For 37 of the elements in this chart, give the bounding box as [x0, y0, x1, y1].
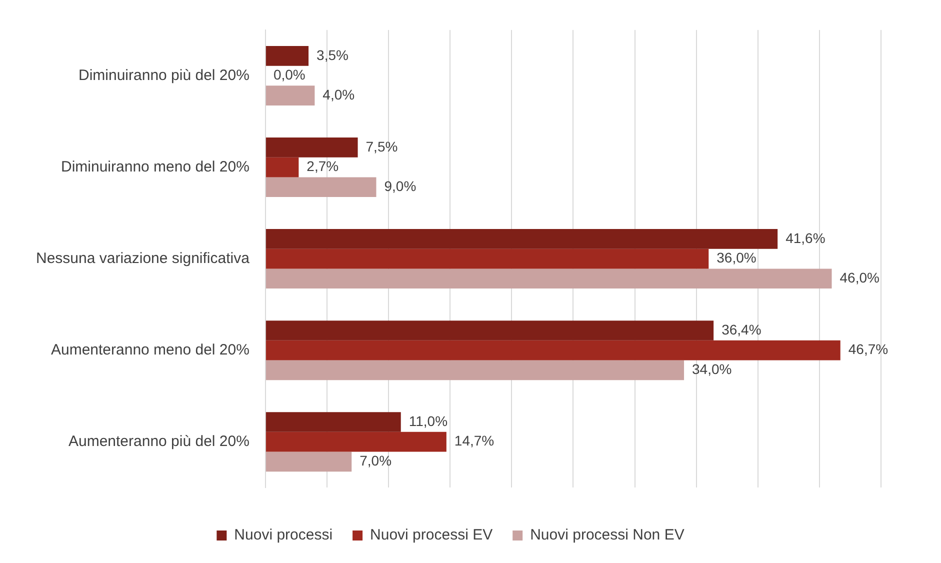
y-tick-label: Aumenteranno meno del 20% — [50, 341, 250, 358]
data-label: 41,6% — [786, 230, 826, 246]
legend-label: Nuovi processi Non EV — [530, 526, 684, 544]
bar — [266, 86, 315, 106]
legend-label: Nuovi processi EV — [370, 526, 493, 544]
bar — [266, 229, 778, 249]
bar — [266, 340, 840, 360]
data-label: 34,0% — [692, 361, 732, 378]
data-label: 36,4% — [722, 321, 762, 338]
bar — [266, 138, 358, 158]
data-label: 0,0% — [273, 66, 306, 83]
bar — [266, 46, 309, 66]
data-label: 46,7% — [848, 341, 888, 358]
data-label: 11,0% — [408, 412, 448, 429]
data-label: 46,0% — [840, 269, 880, 286]
bar — [266, 412, 401, 432]
legend-label: Nuovi processi — [234, 526, 333, 544]
data-label: 7,5% — [366, 138, 398, 154]
data-label: 36,0% — [716, 250, 756, 266]
bar — [266, 157, 299, 178]
y-tick-label: Diminuiranno meno del 20% — [61, 158, 250, 176]
data-label: 4,0% — [322, 86, 355, 102]
bar — [266, 248, 709, 269]
data-label: 7,0% — [360, 452, 392, 469]
data-label: 14,7% — [454, 432, 494, 449]
data-label: 2,7% — [306, 158, 339, 174]
data-label: 9,0% — [384, 178, 416, 194]
bar — [266, 268, 832, 289]
bar — [266, 432, 446, 452]
y-tick-label: Diminuiranno più del 20% — [78, 66, 250, 84]
bar — [266, 177, 376, 198]
y-tick-label: Aumenteranno più del 20% — [68, 432, 250, 450]
bar — [266, 452, 352, 472]
bar — [266, 360, 684, 380]
data-label: 3,5% — [316, 46, 348, 63]
bar — [266, 320, 714, 340]
y-tick-label: Nessuna variazione significativa — [36, 250, 250, 267]
